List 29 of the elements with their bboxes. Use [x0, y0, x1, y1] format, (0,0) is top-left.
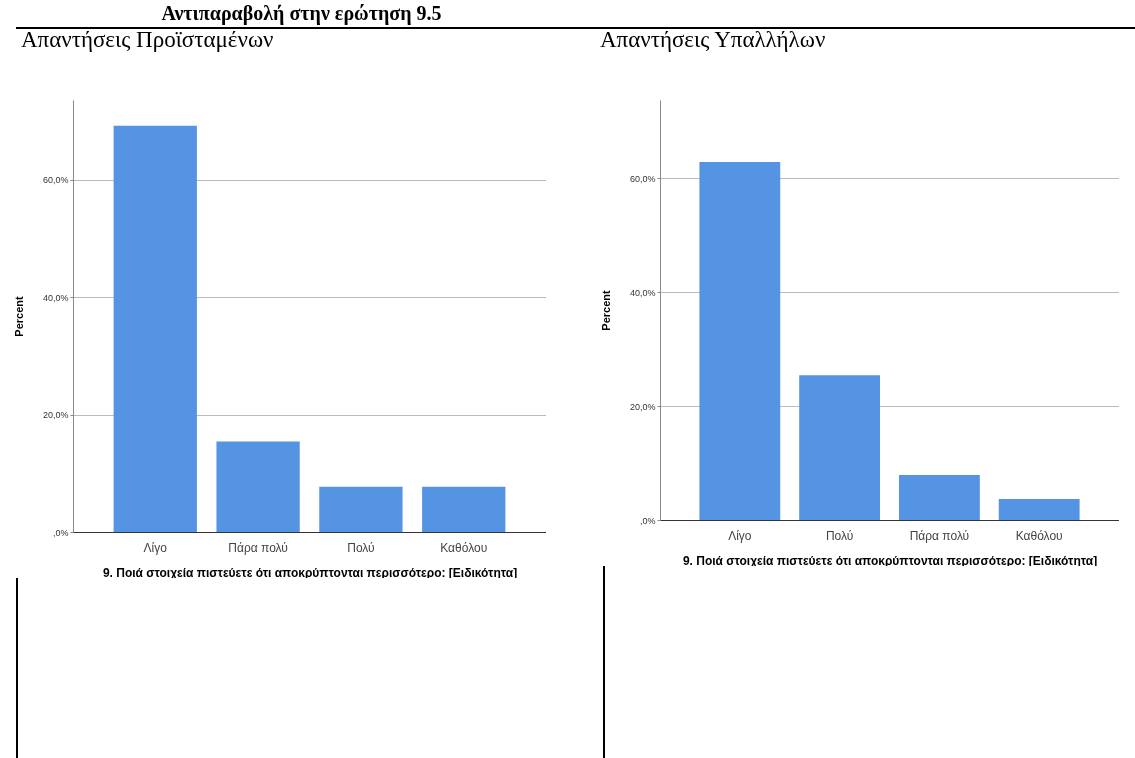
x-tick-label: Πάρα πολύ — [228, 540, 288, 555]
bar — [799, 375, 881, 520]
bar — [216, 441, 300, 532]
x-tick-label: Λίγο — [728, 528, 752, 543]
y-tick-label: 40,0% — [629, 287, 656, 298]
x-tick-label: Πολύ — [347, 540, 375, 555]
chart-title: Απαντήσεις Υπαλλήλων — [600, 27, 826, 52]
y-axis-title: Percent — [12, 295, 25, 337]
bar — [998, 498, 1080, 520]
y-tick-label: 60,0% — [629, 173, 656, 184]
y-tick-label: 40,0% — [42, 292, 69, 303]
bar — [898, 474, 980, 520]
y-tick-label: ,0% — [639, 515, 656, 526]
bar — [422, 486, 506, 532]
x-tick-label: Καθόλου — [440, 540, 488, 555]
bar — [699, 162, 781, 520]
y-tick-label: ,0% — [52, 527, 69, 538]
x-tick-label: Καθόλου — [1015, 528, 1063, 543]
y-axis-title: Percent — [599, 289, 612, 331]
x-tick-label: Πάρα πολύ — [909, 528, 970, 543]
chart-title: Απαντήσεις Προϊσταμένων — [21, 27, 274, 52]
bar — [319, 486, 403, 532]
y-tick-label: 20,0% — [629, 401, 656, 412]
y-tick-label: 20,0% — [42, 410, 69, 421]
y-tick-label: 60,0% — [42, 175, 69, 186]
text: Αντιπαραβολή στην ερώτηση 9.5 — [160, 1, 443, 25]
x-tick-label: Πολύ — [825, 528, 854, 543]
x-tick-label: Λίγο — [143, 540, 168, 555]
bar — [113, 125, 197, 532]
